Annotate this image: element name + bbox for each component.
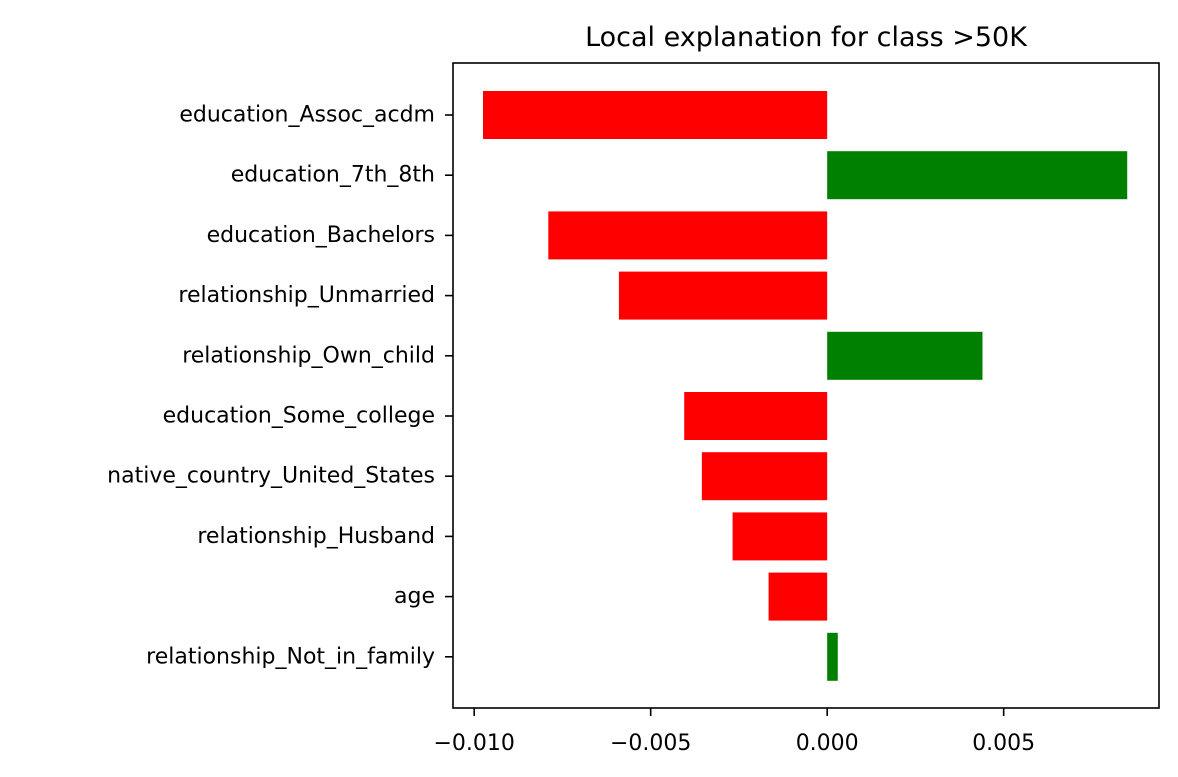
ytick-label: education_Some_college — [163, 404, 435, 429]
bar-education_7th_8th — [827, 151, 1128, 200]
ytick-label: education_Assoc_acdm — [179, 103, 435, 128]
ytick-label: relationship_Own_child — [182, 343, 435, 368]
bar-relationship_Own_child — [827, 331, 983, 380]
ytick-label: native_country_United_States — [107, 464, 435, 489]
bar-relationship_Husband — [732, 512, 828, 561]
y-axis-ticks: education_Assoc_acdm education_7th_8thedu… — [107, 103, 453, 669]
x-axis-ticks: −0.010 −0.005 0.000 0.005 — [433, 708, 1035, 756]
xtick-label: 0.005 — [972, 731, 1035, 756]
bar-age — [768, 572, 828, 621]
ytick-label: education_7th_8th — [231, 163, 435, 188]
chart-title: Local explanation for class >50K — [585, 22, 1028, 53]
bar-native_country_United_States — [701, 452, 828, 501]
bar-education_Some_college — [684, 392, 828, 440]
bar-relationship_Unmarried — [618, 271, 828, 320]
xtick-label: −0.010 — [433, 731, 514, 756]
bar-relationship_Not_in_family — [827, 632, 838, 681]
ytick-label: education_Bachelors — [207, 223, 435, 248]
ytick-label: age — [394, 584, 435, 609]
bar-education_Bachelors — [548, 211, 828, 260]
plot-frame — [452, 62, 1160, 709]
bars-group — [483, 91, 1128, 681]
xtick-label: 0.000 — [796, 731, 859, 756]
ytick-label: relationship_Husband — [197, 524, 435, 549]
ytick-label: relationship_Not_in_family — [146, 644, 435, 669]
ytick-label: relationship_Unmarried — [178, 283, 435, 308]
bar-education_Assoc_acdm — [483, 91, 828, 139]
xtick-label: −0.005 — [610, 731, 691, 756]
